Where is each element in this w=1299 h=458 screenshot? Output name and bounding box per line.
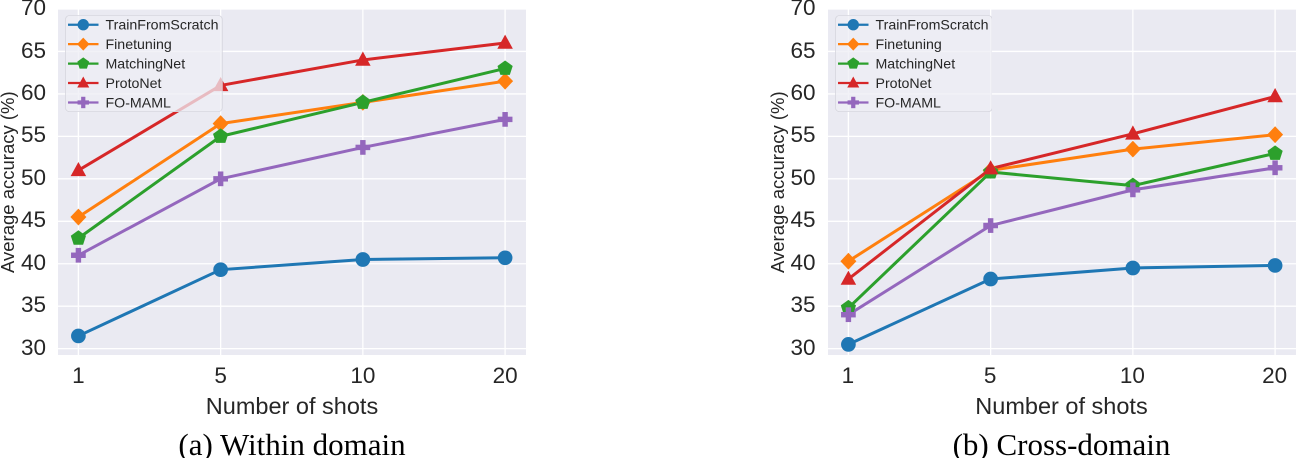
svg-text:Finetuning: Finetuning [875, 37, 941, 53]
svg-text:TrainFromScratch: TrainFromScratch [106, 18, 219, 34]
svg-text:TrainFromScratch: TrainFromScratch [875, 18, 988, 34]
svg-text:MatchingNet: MatchingNet [875, 56, 955, 72]
svg-text:FO-MAML: FO-MAML [106, 95, 172, 111]
svg-text:Finetuning: Finetuning [106, 37, 172, 53]
svg-text:ProtoNet: ProtoNet [875, 76, 931, 92]
svg-text:FO-MAML: FO-MAML [875, 95, 941, 111]
svg-text:ProtoNet: ProtoNet [106, 76, 162, 92]
svg-text:MatchingNet: MatchingNet [106, 56, 186, 72]
